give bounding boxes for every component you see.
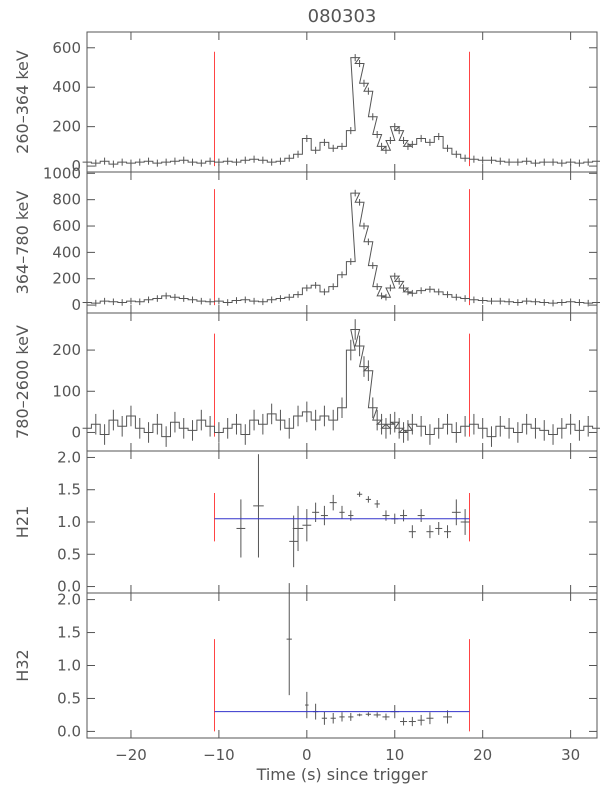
lightcurve-series xyxy=(82,329,600,438)
y-tick-label: 400 xyxy=(52,243,81,261)
y-tick-label: 200 xyxy=(52,118,81,136)
y-tick-label: 2.0 xyxy=(57,448,81,466)
x-axis-title: Time (s) since trigger xyxy=(256,765,428,784)
panel-780-2600: 0 100 200 780–2600 keV xyxy=(13,312,600,452)
y-tick-label: 0 xyxy=(71,157,81,175)
y-tick-label: 800 xyxy=(52,191,81,209)
y-axis-title: 364–780 keV xyxy=(13,191,32,295)
y-axis-title: 260–364 keV xyxy=(13,50,32,154)
figure-title: 080303 xyxy=(308,6,377,27)
y-tick-label: 2.0 xyxy=(57,591,81,609)
y-tick-label: 600 xyxy=(52,39,81,57)
y-tick-label: 1.0 xyxy=(57,513,81,531)
y-tick-label: 200 xyxy=(52,341,81,359)
y-tick-label: 0.5 xyxy=(57,689,81,707)
y-tick-label: 100 xyxy=(52,382,81,400)
y-tick-label: 0 xyxy=(71,423,81,441)
x-tick-label: −20 xyxy=(115,746,147,764)
lightcurve-series xyxy=(82,192,600,304)
y-tick-label: 400 xyxy=(52,78,81,96)
panel-260-364: 0 200 400 600 260–364 keV xyxy=(13,31,600,175)
y-axis-title: H21 xyxy=(13,506,32,538)
y-tick-label: 1000 xyxy=(43,164,81,182)
y-tick-label: 0 xyxy=(71,296,81,314)
y-tick-label: 600 xyxy=(52,217,81,235)
y-axis-title: 780–2600 keV xyxy=(13,325,32,439)
x-tick-label: 0 xyxy=(302,746,312,764)
x-tick-label: 20 xyxy=(473,746,492,764)
lightcurve-series xyxy=(82,57,600,165)
panel-H32: 0.0 0.5 1.0 1.5 2.0 −20 −10 0 10 20 30 H32 xyxy=(13,583,598,764)
x-tick-label: 10 xyxy=(385,746,404,764)
y-tick-label: 0.0 xyxy=(57,578,81,596)
x-tick-label: −10 xyxy=(203,746,235,764)
y-tick-label: 200 xyxy=(52,270,81,288)
y-tick-label: 1.5 xyxy=(57,624,81,642)
panel-364-780: 0 200 400 600 800 1000 364–780 keV xyxy=(13,164,600,314)
x-tick-label: 30 xyxy=(561,746,580,764)
y-tick-label: 1.5 xyxy=(57,481,81,499)
y-tick-label: 0.5 xyxy=(57,545,81,563)
y-tick-label: 1.0 xyxy=(57,657,81,675)
y-tick-label: 0.0 xyxy=(57,722,81,740)
y-axis-title: H32 xyxy=(13,649,32,681)
